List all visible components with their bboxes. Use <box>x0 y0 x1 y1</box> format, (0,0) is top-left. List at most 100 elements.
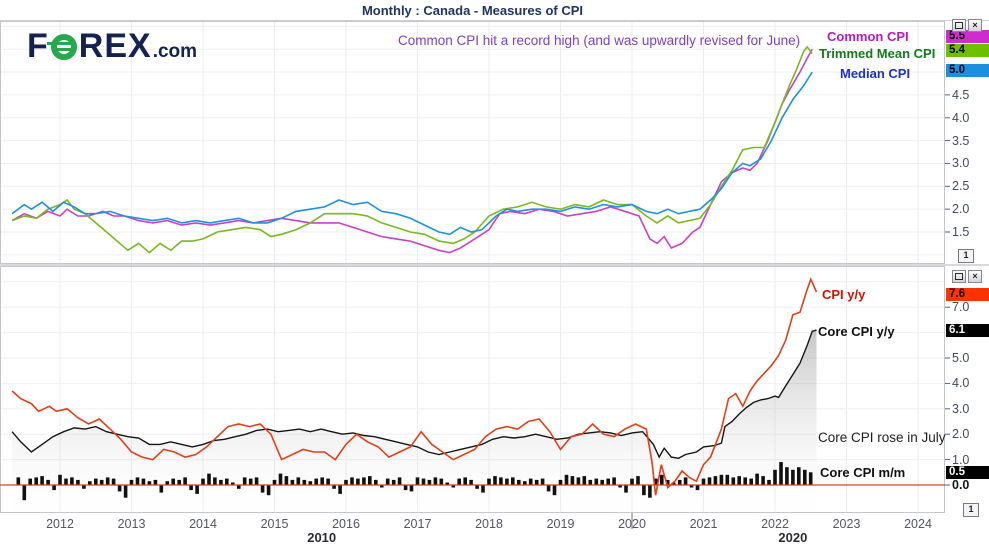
value-badge-trimmed-mean-cpi: 5.4 <box>946 44 989 57</box>
core-cpi-mm-bar <box>380 485 384 488</box>
y-tick-label: 1.0 <box>952 452 970 467</box>
core-cpi-mm-bar <box>701 478 706 485</box>
core-cpi-mm-bar <box>284 476 289 485</box>
core-cpi-mm-bar <box>242 477 247 485</box>
core-cpi-mm-bar <box>34 477 38 485</box>
core-cpi-mm-bar <box>129 479 134 485</box>
core-cpi-mm-bar <box>540 478 545 485</box>
core-cpi-mm-bar <box>797 467 801 485</box>
value-badge-median-cpi: 5.0 <box>946 64 989 77</box>
value-badge-core-cpi-yy: 6.1 <box>946 324 989 337</box>
core-cpi-mm-bar <box>671 482 676 485</box>
core-cpi-mm-bar <box>427 479 432 485</box>
core-cpi-mm-bar <box>630 478 634 485</box>
core-cpi-mm-bar <box>248 478 253 485</box>
annotation-text: Common CPI hit a record high (and was up… <box>398 33 801 48</box>
core-cpi-mm-bar <box>225 478 229 485</box>
core-cpi-mm-bar <box>624 485 628 493</box>
core-cpi-mm-bar <box>201 478 205 485</box>
legend-label-cpi-yy: CPI y/y <box>822 287 866 302</box>
core-cpi-mm-bar <box>183 477 187 485</box>
core-cpi-mm-bar <box>76 479 80 485</box>
y-tick-label: 1.5 <box>952 225 970 239</box>
bottom-panel-minimize-button[interactable] <box>952 270 966 283</box>
legend-label-common-cpi: Common CPI <box>827 29 909 44</box>
core-cpi-mm-bar <box>362 477 366 485</box>
core-cpi-mm-bar <box>707 477 712 485</box>
core-cpi-mm-bar <box>260 485 265 493</box>
top-panel-minimize-button[interactable] <box>952 19 966 32</box>
core-cpi-mm-bar <box>749 478 753 485</box>
core-cpi-mm-bar <box>356 478 360 485</box>
y-tick-label: 7.0 <box>952 300 970 315</box>
x-year-label: 2012 <box>46 517 74 531</box>
core-cpi-mm-bar <box>52 485 56 491</box>
core-cpi-mm-bar <box>642 485 646 496</box>
core-cpi-mm-bar <box>582 476 587 485</box>
x-year-label: 2022 <box>761 517 789 531</box>
core-cpi-mm-bar <box>487 478 491 485</box>
common-cpi-line <box>11 48 813 254</box>
core-cpi-mm-bar <box>606 478 610 485</box>
x-year-label: 2017 <box>403 517 432 531</box>
core-cpi-mm-bar <box>153 479 158 485</box>
close-icon: × <box>972 271 978 281</box>
x-decade-label: 2010 <box>307 530 337 545</box>
core-cpi-area-fill <box>12 330 817 512</box>
y-tick-label: 2.5 <box>952 179 970 194</box>
core-cpi-mm-bar <box>123 485 128 498</box>
logo-o-icon <box>46 33 77 60</box>
core-cpi-mm-bar <box>683 477 688 485</box>
title-separator <box>0 20 989 21</box>
core-cpi-mm-bar <box>785 467 789 485</box>
core-cpi-mm-bar <box>779 462 783 485</box>
core-cpi-mm-bar <box>254 477 259 485</box>
top-panel-index-box[interactable]: 1 <box>958 249 974 263</box>
core-cpi-mm-bar <box>552 485 557 496</box>
y-tick-label: 3.5 <box>952 133 970 148</box>
core-cpi-mm-bar <box>558 479 563 485</box>
core-cpi-mm-bar <box>463 477 467 485</box>
core-cpi-mm-bar <box>665 479 670 485</box>
core-cpi-mm-bar <box>332 485 336 489</box>
core-cpi-mm-bar <box>695 485 700 491</box>
core-cpi-mm-bar <box>719 474 724 485</box>
core-cpi-mm-bar <box>141 478 146 485</box>
core-cpi-mm-bar <box>743 477 747 485</box>
core-cpi-mm-bar <box>28 478 32 485</box>
y-tick-label: 0.0 <box>952 478 970 492</box>
legend-label-trimmed-mean-cpi: Trimmed Mean CPI <box>819 46 936 61</box>
core-cpi-mm-bar <box>689 485 694 488</box>
x-year-label: 2016 <box>332 517 360 531</box>
close-icon: × <box>972 20 978 30</box>
x-year-label: 2023 <box>832 517 861 531</box>
trimmed-mean-cpi-line <box>11 45 813 254</box>
core-cpi-mm-bar <box>368 476 372 485</box>
core-cpi-mm-bar <box>499 477 503 485</box>
core-cpi-mm-bar <box>111 478 116 485</box>
x-year-label: 2019 <box>546 517 575 531</box>
core-cpi-mm-bar <box>70 477 74 485</box>
x-year-label: 2013 <box>117 517 146 531</box>
core-cpi-mm-bar <box>16 477 21 485</box>
core-cpi-mm-bar <box>338 485 342 494</box>
core-cpi-mm-bar <box>320 477 324 485</box>
core-cpi-mm-bar <box>534 479 539 485</box>
minimize-icon <box>955 273 963 280</box>
core-cpi-mm-bar <box>22 485 27 501</box>
core-cpi-mm-bar <box>564 474 569 485</box>
top-panel-close-button[interactable]: × <box>968 19 982 32</box>
core-cpi-mm-bar <box>433 477 438 485</box>
core-cpi-mm-bar <box>725 474 730 485</box>
core-cpi-mm-bar <box>636 476 640 485</box>
core-cpi-mm-bar <box>105 477 110 485</box>
y-tick-label: 2.0 <box>952 202 970 217</box>
y-tick-label: 3.0 <box>952 156 970 171</box>
core-cpi-mm-bar <box>755 473 759 485</box>
core-cpi-mm-bar <box>677 479 682 485</box>
bottom-panel-close-button[interactable]: × <box>968 270 982 283</box>
bottom-panel-index-box[interactable]: 1 <box>963 503 979 517</box>
core-cpi-mm-bar <box>475 485 479 489</box>
logo-com: .com <box>152 41 198 62</box>
